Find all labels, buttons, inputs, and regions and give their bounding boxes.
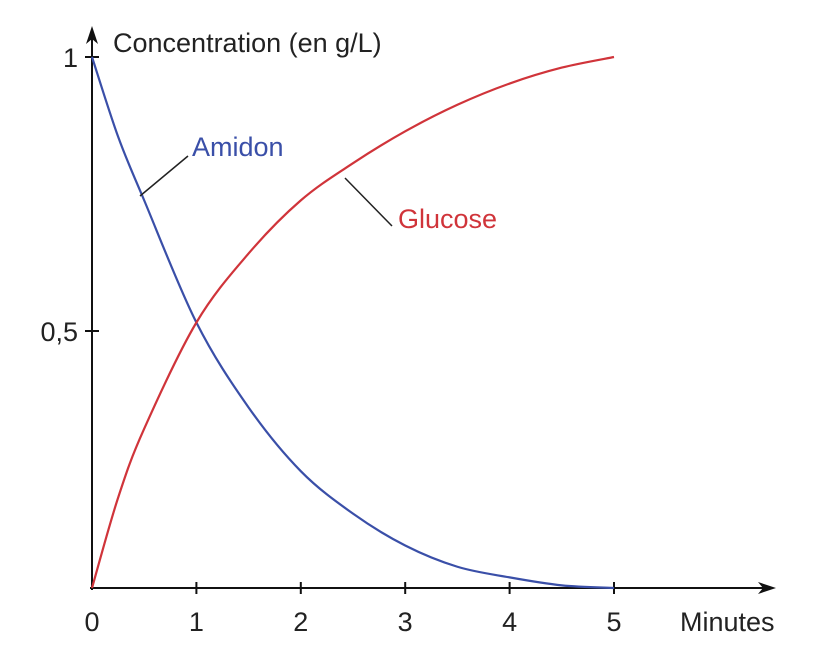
amidon-label: Amidon	[192, 132, 284, 162]
glucose-leader-line	[344, 177, 393, 227]
x-axis-arrow	[758, 582, 776, 594]
series-line-amidon	[90, 56, 615, 590]
y-tick-label: 1	[63, 43, 78, 73]
amidon-leader-line	[139, 155, 189, 197]
x-tick-label: 5	[606, 607, 621, 637]
x-tick-label: 2	[293, 607, 308, 637]
x-tick-label: 4	[502, 607, 517, 637]
x-tick-label: 3	[398, 607, 413, 637]
y-axis-arrow	[86, 26, 98, 44]
series-line-glucose	[90, 55, 615, 589]
glucose-label: Glucose	[398, 204, 497, 234]
axes	[86, 26, 776, 594]
x-axis-label: Minutes	[680, 607, 775, 637]
y-tick-label: 0,5	[40, 317, 78, 347]
y-axis-label: Concentration (en g/L)	[113, 28, 382, 58]
x-tick-label: 0	[84, 607, 99, 637]
x-tick-label: 1	[189, 607, 204, 637]
